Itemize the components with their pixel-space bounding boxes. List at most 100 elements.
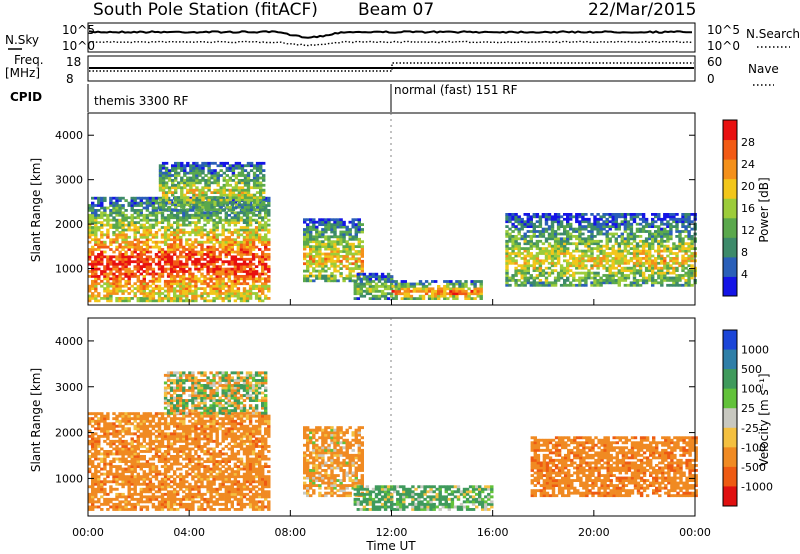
power-echo-cell-2602 xyxy=(339,274,343,278)
power-echo-cell-3439 xyxy=(563,230,567,233)
power-echo-cell-1753 xyxy=(258,216,262,220)
power-echo-cell-4158 xyxy=(666,237,670,241)
velocity-echo-cell-2 xyxy=(88,500,92,504)
power-echo-cell-3948 xyxy=(635,230,640,233)
power-echo-cell-57 xyxy=(91,206,95,210)
power-echo-cell-2305 xyxy=(252,193,257,197)
power-echo-cell-61 xyxy=(94,299,98,303)
power-echo-cell-4250 xyxy=(681,266,685,270)
velocity-echo-cell-280 xyxy=(118,419,122,423)
power-echo-cell-1417 xyxy=(227,272,231,276)
velocity-echo-cell-170 xyxy=(106,450,110,453)
power-echo-cell-2182 xyxy=(225,179,229,182)
power-echo-cell-2502 xyxy=(324,277,328,280)
power-echo-cell-921 xyxy=(179,277,183,281)
power-echo-cell-2178 xyxy=(225,193,229,197)
velocity-echo-cell-220 xyxy=(112,434,116,438)
power-echo-cell-335 xyxy=(121,292,125,295)
power-echo-cell-2173 xyxy=(225,205,229,209)
power-echo-cell-3598 xyxy=(587,247,591,250)
power-echo-cell-2127 xyxy=(213,179,217,182)
power-echo-cell-3542 xyxy=(578,225,582,228)
power-echo-cell-3535 xyxy=(578,242,582,246)
power-echo-cell-1639 xyxy=(248,294,253,298)
power-echo-cell-3641 xyxy=(593,247,597,250)
noise-axis-right-top: 10^5 xyxy=(707,23,740,37)
velocity-echo-cell-154 xyxy=(103,422,107,426)
power-echo-cell-370 xyxy=(124,279,128,283)
power-echo-cell-3212 xyxy=(532,283,536,287)
power-echo-cell-2064 xyxy=(201,203,205,207)
power-echo-cell-1226 xyxy=(209,262,213,266)
power-echo-cell-194 xyxy=(106,255,110,259)
power-echo-cell-1834 xyxy=(267,267,271,271)
power-echo-cell-3272 xyxy=(538,222,543,226)
power-echo-cell-4093 xyxy=(657,232,661,236)
power-echo-cell-1017 xyxy=(188,267,192,271)
velocity-echo-cell-331 xyxy=(124,445,128,448)
power-echo-cell-3413 xyxy=(559,244,564,248)
power-echo-cell-2712 xyxy=(357,257,361,261)
power-echo-cell-2411 xyxy=(309,247,313,251)
power-echo-cell-3210 xyxy=(529,217,533,221)
power-echo-cell-469 xyxy=(133,216,137,220)
power-echo-cell-1461 xyxy=(230,231,234,234)
velocity-echo-cell-494 xyxy=(142,477,146,481)
power-echo-cell-1735 xyxy=(258,284,262,288)
power-echo-cell-1087 xyxy=(194,231,198,234)
velocity-echo-cell-65 xyxy=(94,467,98,471)
power-echo-cell-1963 xyxy=(180,186,184,190)
power-echo-cell-549 xyxy=(142,275,146,278)
power-echo-cell-3164 xyxy=(523,232,527,236)
power-echo-cell-2471 xyxy=(318,250,322,253)
power-echo-cell-863 xyxy=(173,248,177,251)
power-echo-cell-2149 xyxy=(219,201,223,204)
power-echo-cell-4066 xyxy=(654,257,658,260)
power-echo-cell-584 xyxy=(145,260,150,264)
power-echo-cell-1920 xyxy=(171,179,175,182)
power-echo-cell-2723 xyxy=(357,220,361,224)
power-echo-cell-4095 xyxy=(657,227,661,231)
power-echo-cell-660 xyxy=(151,209,156,212)
power-echo-cell-1619 xyxy=(245,240,250,244)
power-echo-cell-2407 xyxy=(309,257,313,261)
velocity-echo-cell-308 xyxy=(121,424,125,428)
velocity-echo-cell-287 xyxy=(121,492,125,496)
cpid-label: CPID xyxy=(10,90,42,104)
power-echo-cell-3068 xyxy=(511,261,515,265)
power-echo-cell-2986 xyxy=(464,292,468,296)
power-echo-cell-2538 xyxy=(327,223,331,226)
velocity-echo-cell-41 xyxy=(91,452,95,456)
power-echo-cell-3900 xyxy=(629,232,634,236)
power-echo-cell-96 xyxy=(94,196,98,200)
power-echo-cell-3861 xyxy=(623,227,628,231)
power-echo-cell-903 xyxy=(176,221,180,224)
power-echo-cell-1837 xyxy=(267,255,271,259)
power-echo-cell-1278 xyxy=(212,211,216,215)
power-echo-cell-2291 xyxy=(249,205,254,209)
power-echo-cell-258 xyxy=(112,211,116,215)
power-echo-cell-460 xyxy=(133,243,137,246)
power-echo-cell-3261 xyxy=(538,264,543,268)
power-echo-cell-1707 xyxy=(254,287,259,290)
power-echo-cell-854 xyxy=(173,277,177,281)
power-echo-cell-1038 xyxy=(191,297,195,300)
power-echo-cell-3871 xyxy=(626,269,631,272)
power-echo-cell-2540 xyxy=(327,218,331,222)
power-echo-cell-3768 xyxy=(611,249,615,253)
power-echo-cell-1179 xyxy=(203,213,207,217)
power-echo-cell-2612 xyxy=(339,235,343,239)
power-echo-cell-3223 xyxy=(532,244,536,248)
power-echo-cell-63 xyxy=(94,294,98,298)
power-echo-cell-4326 xyxy=(690,247,694,250)
power-echo-cell-4334 xyxy=(690,213,694,216)
power-echo-cell-3516 xyxy=(575,235,579,238)
power-echo-cell-2233 xyxy=(237,191,242,194)
power-echo-cell-4065 xyxy=(654,259,658,263)
power-echo-cell-1897 xyxy=(164,174,169,177)
power-echo-cell-3201 xyxy=(529,244,533,248)
power-echo-cell-570 xyxy=(142,201,146,205)
power-echo-cell-2142 xyxy=(216,179,220,182)
power-echo-cell-2693 xyxy=(354,259,358,263)
power-echo-cell-2921 xyxy=(431,292,435,296)
